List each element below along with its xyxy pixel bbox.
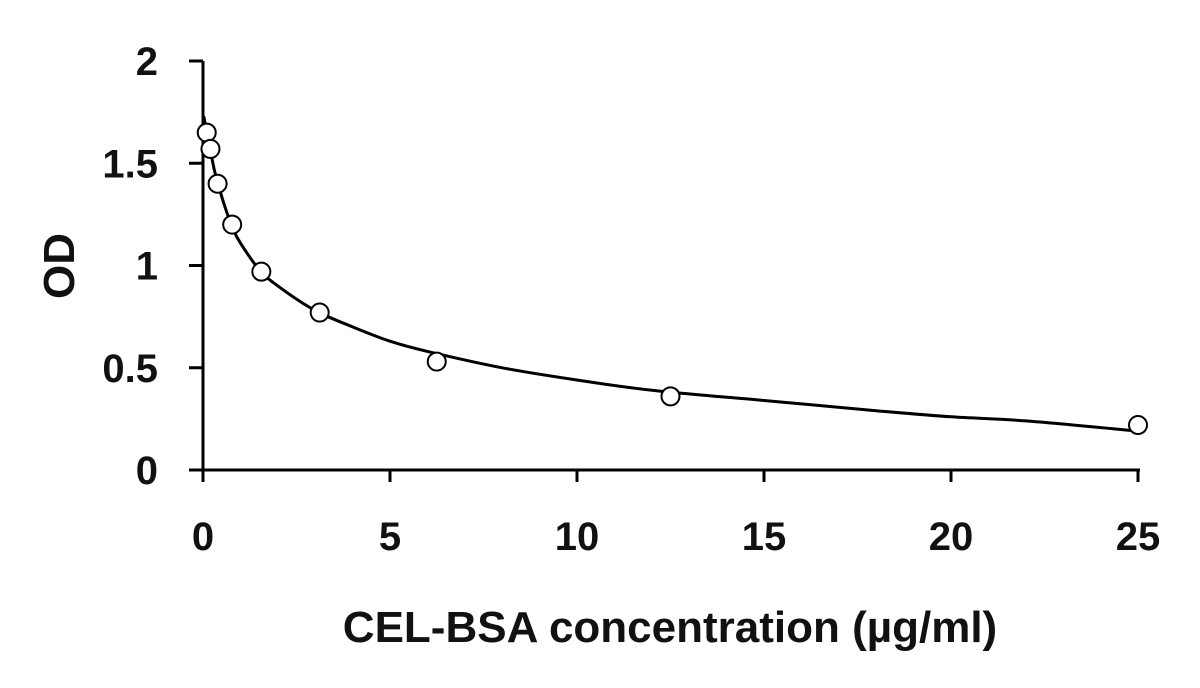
x-axis-label: CEL-BSA concentration (µg/ml) bbox=[343, 603, 997, 652]
y-tick-label: 0 bbox=[136, 449, 158, 493]
x-tick-label: 0 bbox=[192, 515, 214, 559]
data-point bbox=[309, 302, 330, 323]
data-point bbox=[207, 173, 228, 194]
data-point bbox=[660, 386, 681, 407]
x-tick-label: 5 bbox=[379, 515, 401, 559]
data-point bbox=[222, 214, 243, 235]
x-ticks: 0 5 10 15 20 25 bbox=[192, 470, 1160, 559]
fit-curve bbox=[202, 115, 1139, 433]
data-point bbox=[200, 138, 221, 159]
x-tick-label: 10 bbox=[555, 515, 600, 559]
x-tick-label: 15 bbox=[742, 515, 787, 559]
y-tick-label: 1 bbox=[136, 245, 158, 289]
y-tick-label: 2 bbox=[136, 40, 158, 84]
y-ticks: 0 0.5 1 1.5 2 bbox=[102, 40, 203, 493]
axes bbox=[201, 61, 1140, 472]
fit-curve-group bbox=[202, 115, 1139, 433]
y-tick-label: 0.5 bbox=[102, 347, 158, 391]
x-tick-label: 20 bbox=[929, 515, 974, 559]
data-point bbox=[196, 122, 217, 143]
data-point bbox=[251, 261, 272, 282]
y-tick-label: 1.5 bbox=[102, 142, 158, 186]
data-point bbox=[1128, 415, 1148, 436]
x-tick-label: 25 bbox=[1116, 515, 1161, 559]
y-axis-label: OD bbox=[35, 233, 84, 299]
data-points bbox=[196, 122, 1148, 436]
data-point bbox=[426, 351, 447, 372]
